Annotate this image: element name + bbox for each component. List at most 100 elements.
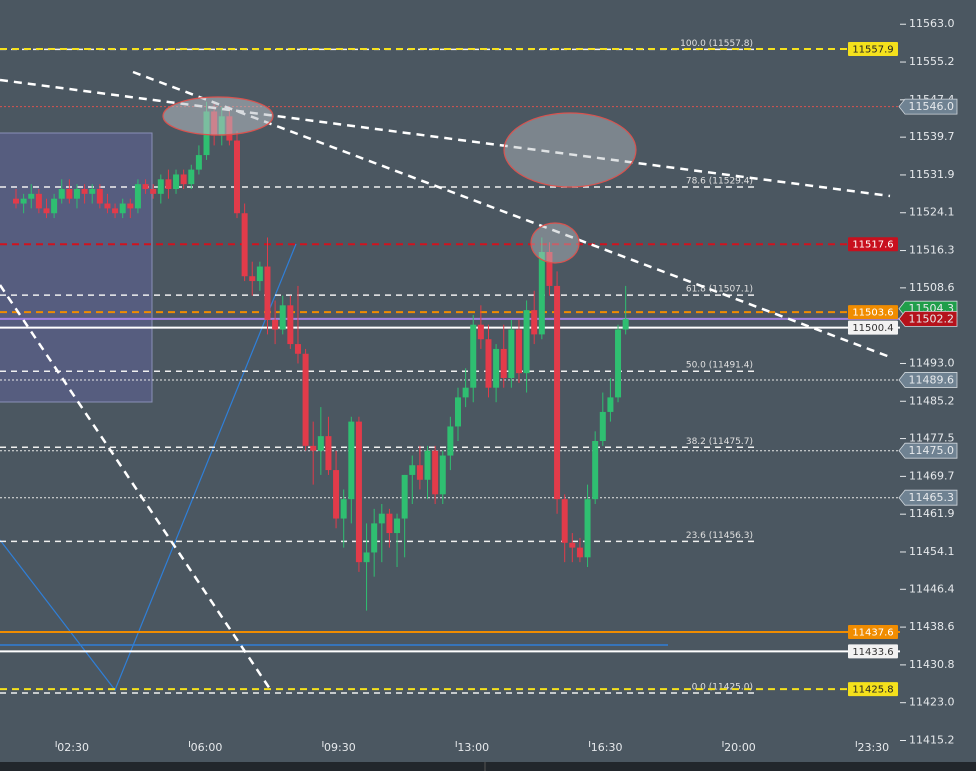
candle-body: [112, 208, 119, 214]
levels: 100.0 (11557.8) 78.6 (11529.4) 61.8 (11507…: [0, 39, 900, 694]
candle-body: [485, 339, 492, 388]
y-tick-label: 11563.0: [909, 17, 955, 30]
price-tag-label: 11475.0: [909, 444, 955, 457]
trend-line: [0, 78, 891, 198]
candle-body: [409, 465, 416, 475]
y-tick-label: 11493.0: [909, 356, 955, 369]
candle-body: [234, 140, 241, 214]
y-tick-label: 11524.1: [909, 206, 955, 219]
candle-body: [142, 184, 149, 189]
candle-body: [576, 547, 583, 558]
price-tag-label: 11503.6: [852, 308, 893, 319]
candle-body: [333, 470, 340, 519]
candle-body: [416, 465, 423, 480]
price-tag: [848, 320, 898, 335]
candle-body: [249, 276, 256, 282]
candle-body: [424, 450, 431, 480]
price-tag-label: 11465.3: [909, 491, 955, 504]
candle-body: [317, 436, 324, 451]
y-tick-label: 11485.2: [909, 394, 955, 407]
candle-body: [523, 310, 530, 374]
candle-body: [28, 193, 35, 199]
price-tag: [898, 310, 958, 327]
price-tag: [848, 41, 898, 56]
candle-body: [622, 318, 629, 330]
y-tick-label: 11516.3: [909, 244, 955, 257]
candle-body: [294, 344, 301, 354]
candle-body: [500, 348, 507, 378]
candle-body: [43, 208, 50, 214]
candle-body: [538, 252, 545, 335]
candle-body: [264, 266, 271, 320]
candle-body: [546, 252, 553, 286]
price-tag: [848, 644, 898, 659]
y-tick-label: 11415.2: [909, 733, 955, 746]
y-tick-label: 11423.0: [909, 696, 955, 709]
status-bar: [0, 762, 976, 771]
candle-body: [20, 198, 27, 204]
candle-body: [13, 198, 20, 204]
y-tick-label: 11430.8: [909, 658, 955, 671]
candle-body: [195, 155, 202, 170]
price-tag-label: 11546.0: [909, 100, 955, 113]
x-tick-label: 06:00: [191, 741, 223, 754]
y-tick-label: 11461.9: [909, 507, 955, 520]
candle-body: [188, 169, 195, 185]
candle-body: [256, 266, 263, 282]
candle-body: [287, 305, 294, 345]
candle-body: [447, 426, 454, 456]
y-tick-label: 11446.4: [909, 582, 955, 595]
candle-body: [134, 184, 141, 209]
candle-body: [96, 189, 103, 204]
price-tag: [898, 98, 958, 115]
price-tag: [898, 489, 958, 506]
y-tick-label: 11469.7: [909, 469, 955, 482]
price-tag: [848, 624, 898, 639]
candle-body: [272, 319, 279, 330]
price-tag-label: 11557.9: [852, 44, 893, 55]
candle-body: [58, 189, 65, 199]
fib-label: 0.0 (11425.0): [692, 683, 753, 693]
candle-body: [302, 353, 309, 446]
candle-body: [180, 174, 187, 185]
candle-body: [515, 329, 522, 374]
candle-body: [508, 329, 515, 378]
drawings-under: [0, 132, 668, 692]
candle-body: [599, 411, 606, 441]
price-tag-label: 11425.8: [852, 685, 893, 696]
y-tick-label: 11539.7: [909, 130, 955, 143]
highlight-ellipse: [530, 222, 580, 264]
candle-body: [531, 310, 538, 335]
x-tick-label: 20:00: [724, 741, 756, 754]
candle-body: [89, 189, 96, 194]
y-tick-label: 11508.6: [909, 281, 955, 294]
price-tag-label: 11502.2: [909, 312, 955, 325]
candle-body: [569, 542, 576, 548]
candle-body: [150, 189, 157, 194]
candle-body: [35, 193, 42, 209]
candle-body: [394, 518, 401, 534]
y-tick-label: 11438.6: [909, 620, 955, 633]
candle-body: [584, 499, 591, 558]
highlight-ellipse: [162, 96, 274, 136]
fib-label: 50.0 (11491.4): [686, 361, 753, 371]
candle-body: [493, 348, 500, 388]
range-box: [0, 132, 153, 403]
candle-body: [173, 174, 180, 189]
price-tag-label: 11489.6: [909, 373, 955, 386]
price-tag: [848, 237, 898, 252]
price-tag-label: 11500.4: [852, 323, 893, 334]
candle-body: [432, 450, 439, 495]
x-tick-label: 09:30: [324, 741, 356, 754]
candle-body: [401, 474, 408, 519]
candle-body: [615, 329, 622, 398]
candle-body: [340, 499, 347, 519]
x-tick-label: 02:30: [57, 741, 89, 754]
price-tag: [898, 442, 958, 459]
price-tag: [898, 372, 958, 388]
x-tick-label: 23:30: [857, 741, 889, 754]
price-tag-label: 11433.6: [852, 647, 893, 658]
candle-body: [51, 198, 58, 214]
